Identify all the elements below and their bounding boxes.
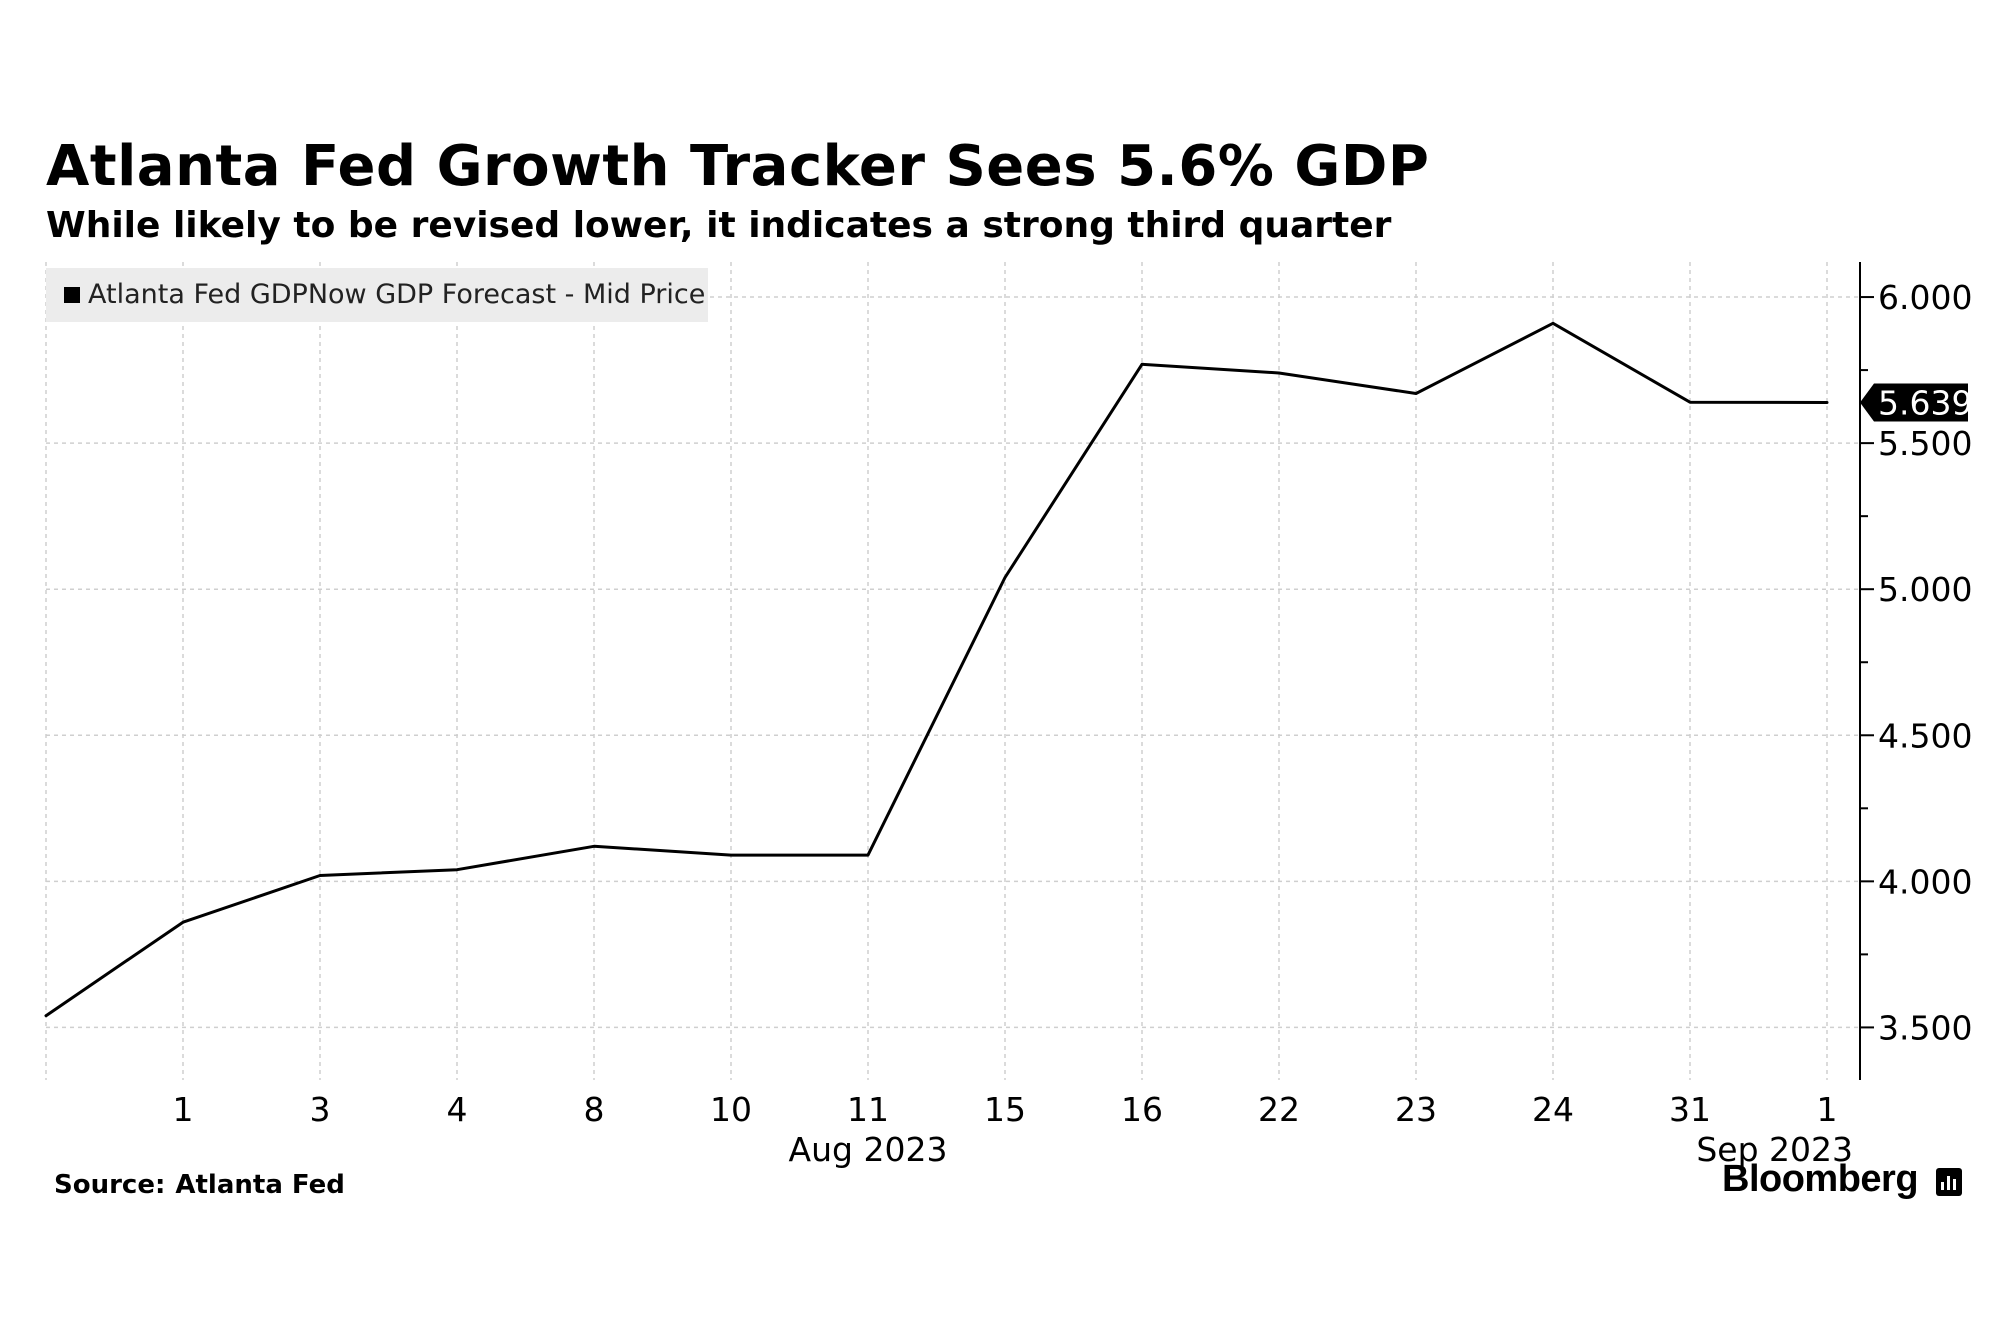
last-value-label: 5.639: [1878, 384, 1972, 423]
x-tick-label: 11: [847, 1090, 889, 1129]
x-tick-label: 16: [1121, 1090, 1163, 1129]
bloomberg-terminal-icon: [1936, 1168, 1962, 1196]
y-tick-label: 6.000: [1878, 278, 1972, 317]
x-tick-label: 31: [1669, 1090, 1711, 1129]
legend: Atlanta Fed GDPNow GDP Forecast - Mid Pr…: [46, 268, 708, 322]
y-tick-label: 4.000: [1878, 862, 1972, 901]
x-tick-label: 1: [173, 1090, 194, 1129]
grid-lines: [45, 262, 1860, 1080]
y-tick-label: 5.000: [1878, 570, 1972, 609]
y-tick-label: 3.500: [1878, 1008, 1972, 1047]
x-tick-label: 8: [584, 1090, 605, 1129]
x-tick-label: 15: [984, 1090, 1026, 1129]
series-line: [44, 321, 1829, 1018]
legend-swatch: [64, 287, 80, 303]
brand-logo-text: Bloomberg: [1722, 1158, 1919, 1200]
series: [44, 321, 1829, 1018]
legend-label: Atlanta Fed GDPNow GDP Forecast - Mid Pr…: [88, 279, 705, 310]
x-group-label: Aug 2023: [789, 1130, 948, 1169]
last-value-badge: [1860, 383, 1968, 422]
x-tick-label: 22: [1258, 1090, 1300, 1129]
x-tick-label: 1: [1817, 1090, 1838, 1129]
y-tick-label: 5.500: [1878, 424, 1972, 463]
x-axis: 1 3 4 8 10 11 15 16 22 23 24 31 1 Aug 2023 Sep 2023: [173, 1090, 1854, 1169]
chart-title: Atlanta Fed Growth Tracker Sees 5.6% GDP: [46, 134, 1430, 199]
x-group-label: Sep 2023: [1696, 1130, 1853, 1169]
x-tick-label: 10: [710, 1090, 752, 1129]
x-tick-label: 3: [310, 1090, 331, 1129]
y-axis: 3.500 4.000 4.500 5.000 5.500 6.000: [1859, 262, 1972, 1080]
source-note: Source: Atlanta Fed: [54, 1170, 345, 1200]
source-value: Atlanta Fed: [175, 1170, 345, 1200]
x-tick-label: 23: [1395, 1090, 1437, 1129]
x-tick-label: 4: [447, 1090, 468, 1129]
last-value-marker: 5.639: [1860, 383, 1972, 423]
legend-background: [46, 268, 708, 322]
chart-subtitle: While likely to be revised lower, it ind…: [46, 205, 1392, 246]
source-label: Source:: [54, 1170, 166, 1200]
y-tick-label: 4.500: [1878, 716, 1972, 755]
x-tick-label: 24: [1532, 1090, 1574, 1129]
